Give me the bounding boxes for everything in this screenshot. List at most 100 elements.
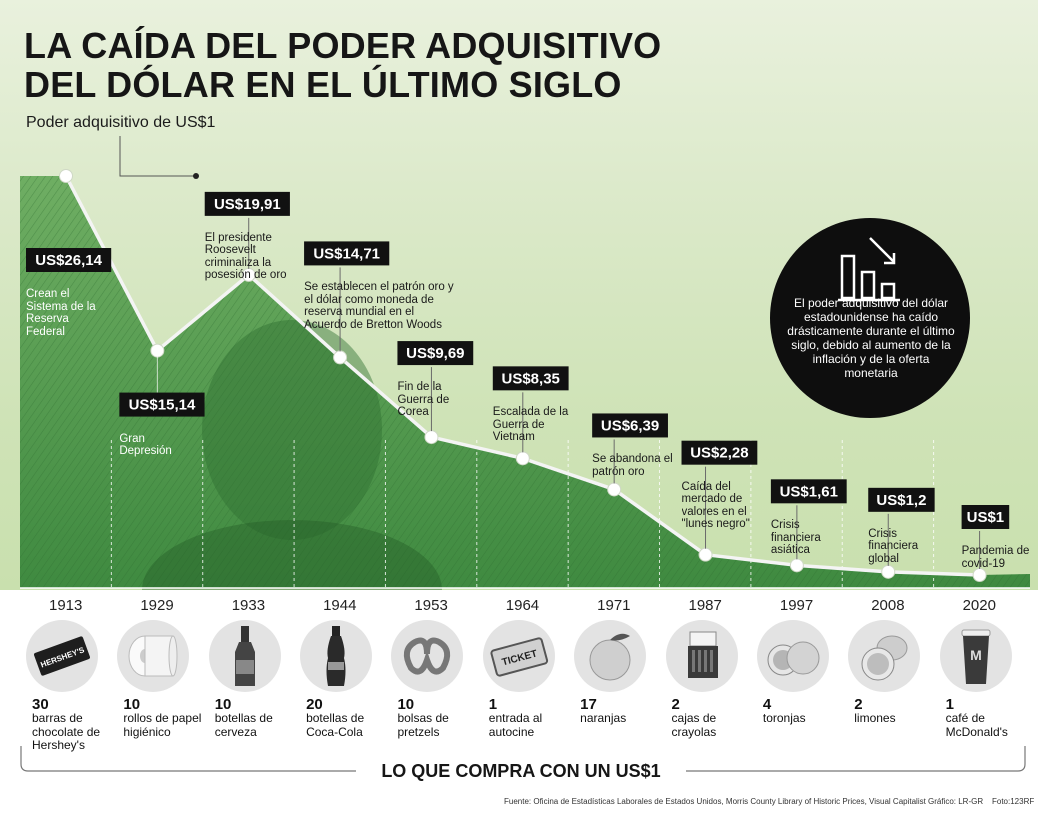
- purchase-description: bolsas de pretzels: [397, 711, 449, 739]
- callout-circle: [770, 218, 970, 418]
- event-annotation-box: Crean el Sistema de la Reserva Federal: [26, 288, 96, 338]
- hersheys-bar-icon: HERSHEY'S: [26, 620, 98, 692]
- data-point-group: US$19,91 El presidente Roosevelt criminal…: [204, 191, 290, 282]
- value-label: US$2,28: [690, 445, 748, 462]
- value-label: US$8,35: [502, 370, 560, 387]
- data-point-group: US$15,14 Gran Depresión: [119, 343, 205, 458]
- value-label-box: [961, 505, 1010, 529]
- subtitle-connector: [119, 136, 196, 177]
- purchase-item: M 1 café de McDonald's: [934, 618, 1025, 748]
- purchase-quantity: 20: [306, 696, 323, 713]
- portrait-shade: [202, 320, 382, 540]
- data-point-group: US$1,2 Crisis financiera global: [868, 487, 935, 579]
- purchase-quantity: 1: [488, 696, 498, 713]
- data-point: [150, 343, 165, 358]
- event-annotation-box: Escalada de la Guerra de Vietnam: [492, 406, 569, 444]
- value-label-box: [681, 440, 758, 465]
- purchase-quantity: 10: [214, 696, 232, 713]
- grapefruit-icon: [756, 620, 829, 692]
- toilet-paper-icon: [117, 620, 190, 692]
- value-label-box: [397, 341, 474, 366]
- value-label: US$26,14: [35, 252, 102, 269]
- svg-text:M: M: [970, 647, 982, 663]
- purchase-description: botellas de Coca-Cola: [306, 711, 365, 739]
- purchase-quantity: 4: [762, 696, 772, 713]
- source-note: Fuente: Oficina de Estadísticas Laborale…: [504, 797, 926, 806]
- value-label-box: [592, 413, 668, 438]
- purchase-description: limones: [854, 711, 896, 725]
- purchase-item: HERSHEY'S 30 barras de chocolate de Hershe…: [20, 618, 111, 752]
- event-annotation-box: Crisis financiera asiática: [771, 519, 821, 556]
- purchase-description: café de McDonald's: [945, 711, 1008, 739]
- data-point-group: US$14,71 Se establecen el patrón oro y el…: [304, 241, 454, 365]
- title-line-1: LA CAÍDA DEL PODER ADQUISITIVO: [24, 25, 662, 66]
- chart-area-texture: [20, 176, 1030, 588]
- purchase-year: 2020: [962, 597, 996, 614]
- data-point-group: US$8,35 Escalada de la Guerra de Vietnam: [492, 366, 569, 466]
- purchase-year: 1933: [231, 597, 266, 614]
- coffee-cup-icon: M: [939, 620, 1012, 692]
- value-label-box: [119, 392, 205, 417]
- value-label: US$1: [967, 509, 1005, 526]
- value-label: US$1,2: [876, 492, 926, 509]
- event-annotation: Caída del mercado de valores en el "lune…: [681, 480, 750, 531]
- graphic-credit: Gráfico: LR-GR: [928, 797, 984, 806]
- event-annotation: Pandemia de covid-19: [961, 545, 1030, 570]
- crayons-box-icon: [665, 620, 738, 692]
- portrait-shoulders: [142, 520, 442, 590]
- value-label: US$19,91: [214, 196, 281, 213]
- purchase-quantity: 17: [580, 696, 597, 713]
- event-annotation-box: El presidente Roosevelt criminaliza la p…: [205, 232, 287, 282]
- purchase-quantity: 30: [32, 696, 49, 713]
- event-annotation-box: Pandemia de covid-19: [961, 545, 1030, 570]
- data-point-group: US$9,69 Fin de la Guerra de Corea: [397, 341, 474, 445]
- chart-subtitle: Poder adquisitivo de US$1: [26, 114, 216, 131]
- purchase-description: cajas de crayolas: [671, 711, 717, 739]
- data-point-group: US$1 Pandemia de covid-19: [961, 505, 1030, 582]
- purchase-description: barras de chocolate de Hershey's: [32, 711, 101, 752]
- purchase-year: 1987: [688, 597, 722, 614]
- purchase-year: 1913: [48, 597, 83, 614]
- purchase-item: 20 botellas de Coca-Cola: [294, 618, 385, 748]
- value-label-box: [204, 191, 290, 216]
- event-annotation: Gran Depresión: [119, 432, 172, 458]
- event-annotation-box: Fin de la Guerra de Corea: [397, 381, 450, 419]
- value-label: US$9,69: [406, 345, 464, 362]
- event-annotation: Fin de la Guerra de Corea: [397, 381, 450, 419]
- event-annotation-box: Caída del mercado de valores en el "lune…: [681, 480, 750, 531]
- purchase-item: 10 rollos de papel higiénico: [111, 618, 202, 748]
- value-label-box: [492, 366, 569, 391]
- purchase-quantity: 2: [671, 696, 680, 713]
- purchase-item: 17 naranjas: [568, 618, 659, 748]
- title-line-2: DEL DÓLAR EN EL ÚLTIMO SIGLO: [24, 64, 622, 105]
- purchase-item: TICKET 1 entrada al autocine: [477, 618, 568, 748]
- value-label-box: [770, 479, 847, 504]
- purchase-year: 1953: [414, 597, 448, 614]
- purchase-item: 2 cajas de crayolas: [660, 618, 751, 748]
- purchase-year: 1964: [505, 597, 540, 614]
- value-label-box: [304, 241, 390, 266]
- value-label-box: [868, 487, 935, 512]
- coca-cola-bottle-icon: [300, 620, 373, 692]
- purchase-year: 1929: [140, 597, 174, 614]
- event-annotation: Escalada de la Guerra de Vietnam: [492, 406, 569, 444]
- data-point-group: US$2,28 Caída del mercado de valores en e…: [681, 440, 758, 562]
- orange-icon: [574, 620, 647, 692]
- photo-credit: Foto:123RF: [992, 797, 1035, 806]
- purchases-row: HERSHEY'S 30 barras de chocolate de Hershe…: [20, 618, 1025, 752]
- data-point: [59, 169, 73, 183]
- purchase-item: 10 botellas de cerveza: [203, 618, 294, 748]
- purchase-year: 2008: [871, 597, 905, 614]
- purchase-quantity: 1: [945, 696, 954, 713]
- purchase-quantity: 10: [123, 696, 141, 713]
- data-point-group: US$6,39 Se abandona el patrón oro: [592, 413, 673, 497]
- pretzel-icon: [391, 620, 464, 692]
- purchase-description: rollos de papel higiénico: [123, 711, 202, 739]
- years-row: 1913 1929 1933 1944 1953 1964 1971 1987 1997 2008…: [20, 594, 1025, 620]
- data-point-group: US$1,61 Crisis financiera asiática: [770, 479, 847, 573]
- event-annotation-box: Crisis financiera global: [868, 528, 918, 565]
- event-annotation-box: Se establecen el patrón oro y el dólar c…: [304, 281, 454, 331]
- footer-title: LO QUE COMPRA CON UN US$1: [356, 760, 686, 782]
- purchase-quantity: 2: [854, 696, 863, 713]
- purchase-quantity: 10: [397, 696, 415, 713]
